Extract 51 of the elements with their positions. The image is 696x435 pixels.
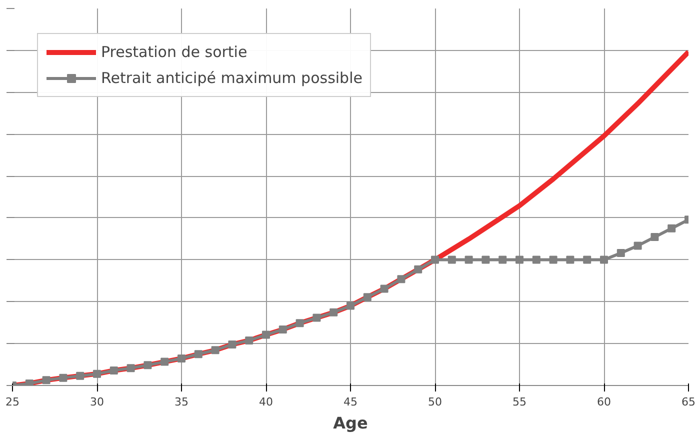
point bbox=[464, 256, 473, 264]
point bbox=[431, 256, 439, 264]
x-tick-label: 40 bbox=[259, 396, 273, 408]
point bbox=[312, 314, 321, 322]
point bbox=[583, 256, 592, 264]
point bbox=[482, 256, 490, 264]
point bbox=[245, 336, 254, 344]
point bbox=[448, 256, 456, 264]
point bbox=[363, 293, 372, 302]
point bbox=[194, 350, 202, 358]
point bbox=[397, 275, 406, 284]
point bbox=[616, 249, 625, 258]
point bbox=[346, 302, 354, 310]
point bbox=[566, 256, 574, 264]
x-tick-label: 25 bbox=[6, 396, 20, 408]
point bbox=[330, 308, 338, 316]
legend-label: Prestation de sortie bbox=[101, 43, 248, 61]
x-axis-title: Age bbox=[333, 414, 368, 432]
point bbox=[59, 374, 68, 382]
x-tick-label: 60 bbox=[597, 396, 611, 408]
point bbox=[25, 380, 34, 386]
x-tick-label: 50 bbox=[428, 396, 442, 408]
point bbox=[93, 370, 101, 378]
legend-label: Retrait anticipé maximum possible bbox=[101, 69, 362, 87]
point bbox=[278, 325, 287, 334]
point bbox=[414, 265, 422, 274]
point bbox=[634, 242, 642, 250]
point bbox=[549, 256, 558, 264]
point bbox=[228, 340, 236, 348]
point bbox=[42, 376, 50, 384]
point bbox=[668, 224, 676, 232]
point bbox=[380, 284, 388, 293]
point bbox=[650, 233, 659, 242]
point bbox=[211, 346, 220, 354]
point bbox=[532, 256, 540, 264]
x-tick-label: 30 bbox=[90, 396, 104, 408]
point bbox=[262, 330, 270, 339]
point bbox=[600, 256, 608, 264]
point bbox=[516, 256, 524, 264]
point bbox=[160, 358, 169, 366]
point bbox=[126, 364, 135, 372]
point bbox=[498, 256, 507, 264]
point bbox=[110, 366, 118, 374]
x-tick-label: 45 bbox=[344, 396, 358, 408]
x-tick-label: 55 bbox=[512, 396, 526, 408]
point bbox=[296, 319, 304, 328]
point bbox=[144, 361, 152, 370]
point bbox=[76, 372, 84, 380]
x-tick-label: 65 bbox=[682, 396, 696, 408]
x-tick-label: 35 bbox=[174, 396, 188, 408]
point bbox=[178, 354, 186, 362]
